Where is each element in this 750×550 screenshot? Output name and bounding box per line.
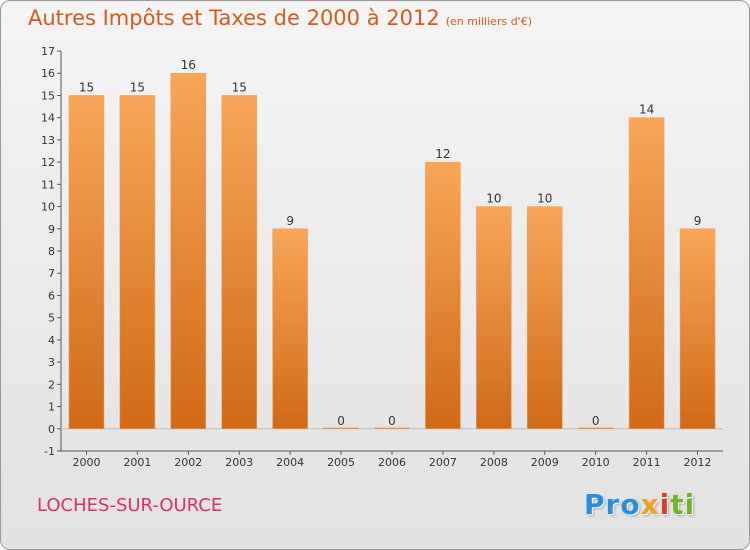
bars: 15 15 16 15 9 0 0 12 10 10 0 14 9 <box>68 58 716 430</box>
bar-2007 <box>425 161 461 430</box>
x-tick-label: 2000 <box>72 456 100 469</box>
chart-title-text: Autres Impôts et Taxes de 2000 à 2012 <box>28 6 440 30</box>
bar-2004 <box>272 228 308 430</box>
y-tick-label: 16 <box>41 67 55 80</box>
y-tick-label: 7 <box>48 267 55 280</box>
logo-part-4: ti <box>670 488 696 521</box>
bar-2008 <box>476 206 512 430</box>
proxiti-logo[interactable]: Proxiti <box>584 488 695 521</box>
bar-2002 <box>170 72 207 430</box>
data-label-2002: 16 <box>181 58 196 72</box>
logo-part-1: Pro <box>584 488 641 521</box>
x-tick-label: 2012 <box>684 456 712 469</box>
x-tick-label: 2010 <box>582 456 610 469</box>
y-tick-label: 1 <box>48 401 55 414</box>
bar-2001 <box>119 95 156 430</box>
x-tick-label: 2006 <box>378 456 406 469</box>
bar-2009 <box>527 206 563 430</box>
data-label-2008: 10 <box>486 192 501 206</box>
x-tick-label: 2001 <box>123 456 151 469</box>
x-tick-label: 2009 <box>531 456 559 469</box>
logo-part-2: x <box>640 488 660 521</box>
chart-title: Autres Impôts et Taxes de 2000 à 2012 (en… <box>28 6 532 30</box>
y-tick-label: 6 <box>48 289 55 302</box>
city-name: LOCHES-SUR-OURCE <box>37 495 223 516</box>
y-tick-label: 17 <box>41 45 55 58</box>
y-tick-label: 4 <box>48 334 55 347</box>
bar-2003 <box>221 95 257 430</box>
data-label-2006: 0 <box>388 414 396 428</box>
y-tick-label: 12 <box>41 156 55 169</box>
y-tick-label: 2 <box>48 378 55 391</box>
x-tick-label: 2008 <box>480 456 508 469</box>
bar-2012 <box>679 228 716 430</box>
data-label-2003: 15 <box>232 80 247 94</box>
y-tick-label: 13 <box>41 134 55 147</box>
data-label-2011: 14 <box>639 103 654 117</box>
y-tick-label: 11 <box>41 178 55 191</box>
x-tick-label: 2002 <box>174 456 202 469</box>
y-tick-label: -1 <box>44 445 55 458</box>
chart-subtitle: (en milliers d'€) <box>445 15 532 28</box>
y-tick-label: 3 <box>48 356 55 369</box>
y-tick-label: 14 <box>41 112 55 125</box>
y-tick-label: 5 <box>48 312 55 325</box>
bar-2010 <box>577 427 614 430</box>
bar-2006 <box>374 427 410 430</box>
x-tick-label: 2011 <box>633 456 661 469</box>
x-tick-label: 2004 <box>276 456 304 469</box>
data-label-2005: 0 <box>337 414 345 428</box>
x-tick-label: 2005 <box>327 456 355 469</box>
y-tick-label: 15 <box>41 89 55 102</box>
y-tick-label: 0 <box>48 423 55 436</box>
bar-2005 <box>323 427 359 430</box>
data-label-2001: 15 <box>130 80 145 94</box>
data-label-2009: 10 <box>537 192 552 206</box>
bar-2000 <box>68 95 105 430</box>
y-tick-label: 8 <box>48 245 55 258</box>
data-label-2004: 9 <box>286 214 294 228</box>
x-tick-label: 2003 <box>225 456 253 469</box>
data-label-2007: 12 <box>435 147 450 161</box>
y-tick-label: 10 <box>41 201 55 214</box>
data-label-2010: 0 <box>592 414 600 428</box>
data-label-2012: 9 <box>694 214 702 228</box>
y-tick-label: 9 <box>48 223 55 236</box>
bar-2011 <box>628 117 665 430</box>
logo-part-3: i <box>659 488 671 521</box>
data-label-2000: 15 <box>79 80 94 94</box>
x-tick-label: 2007 <box>429 456 457 469</box>
